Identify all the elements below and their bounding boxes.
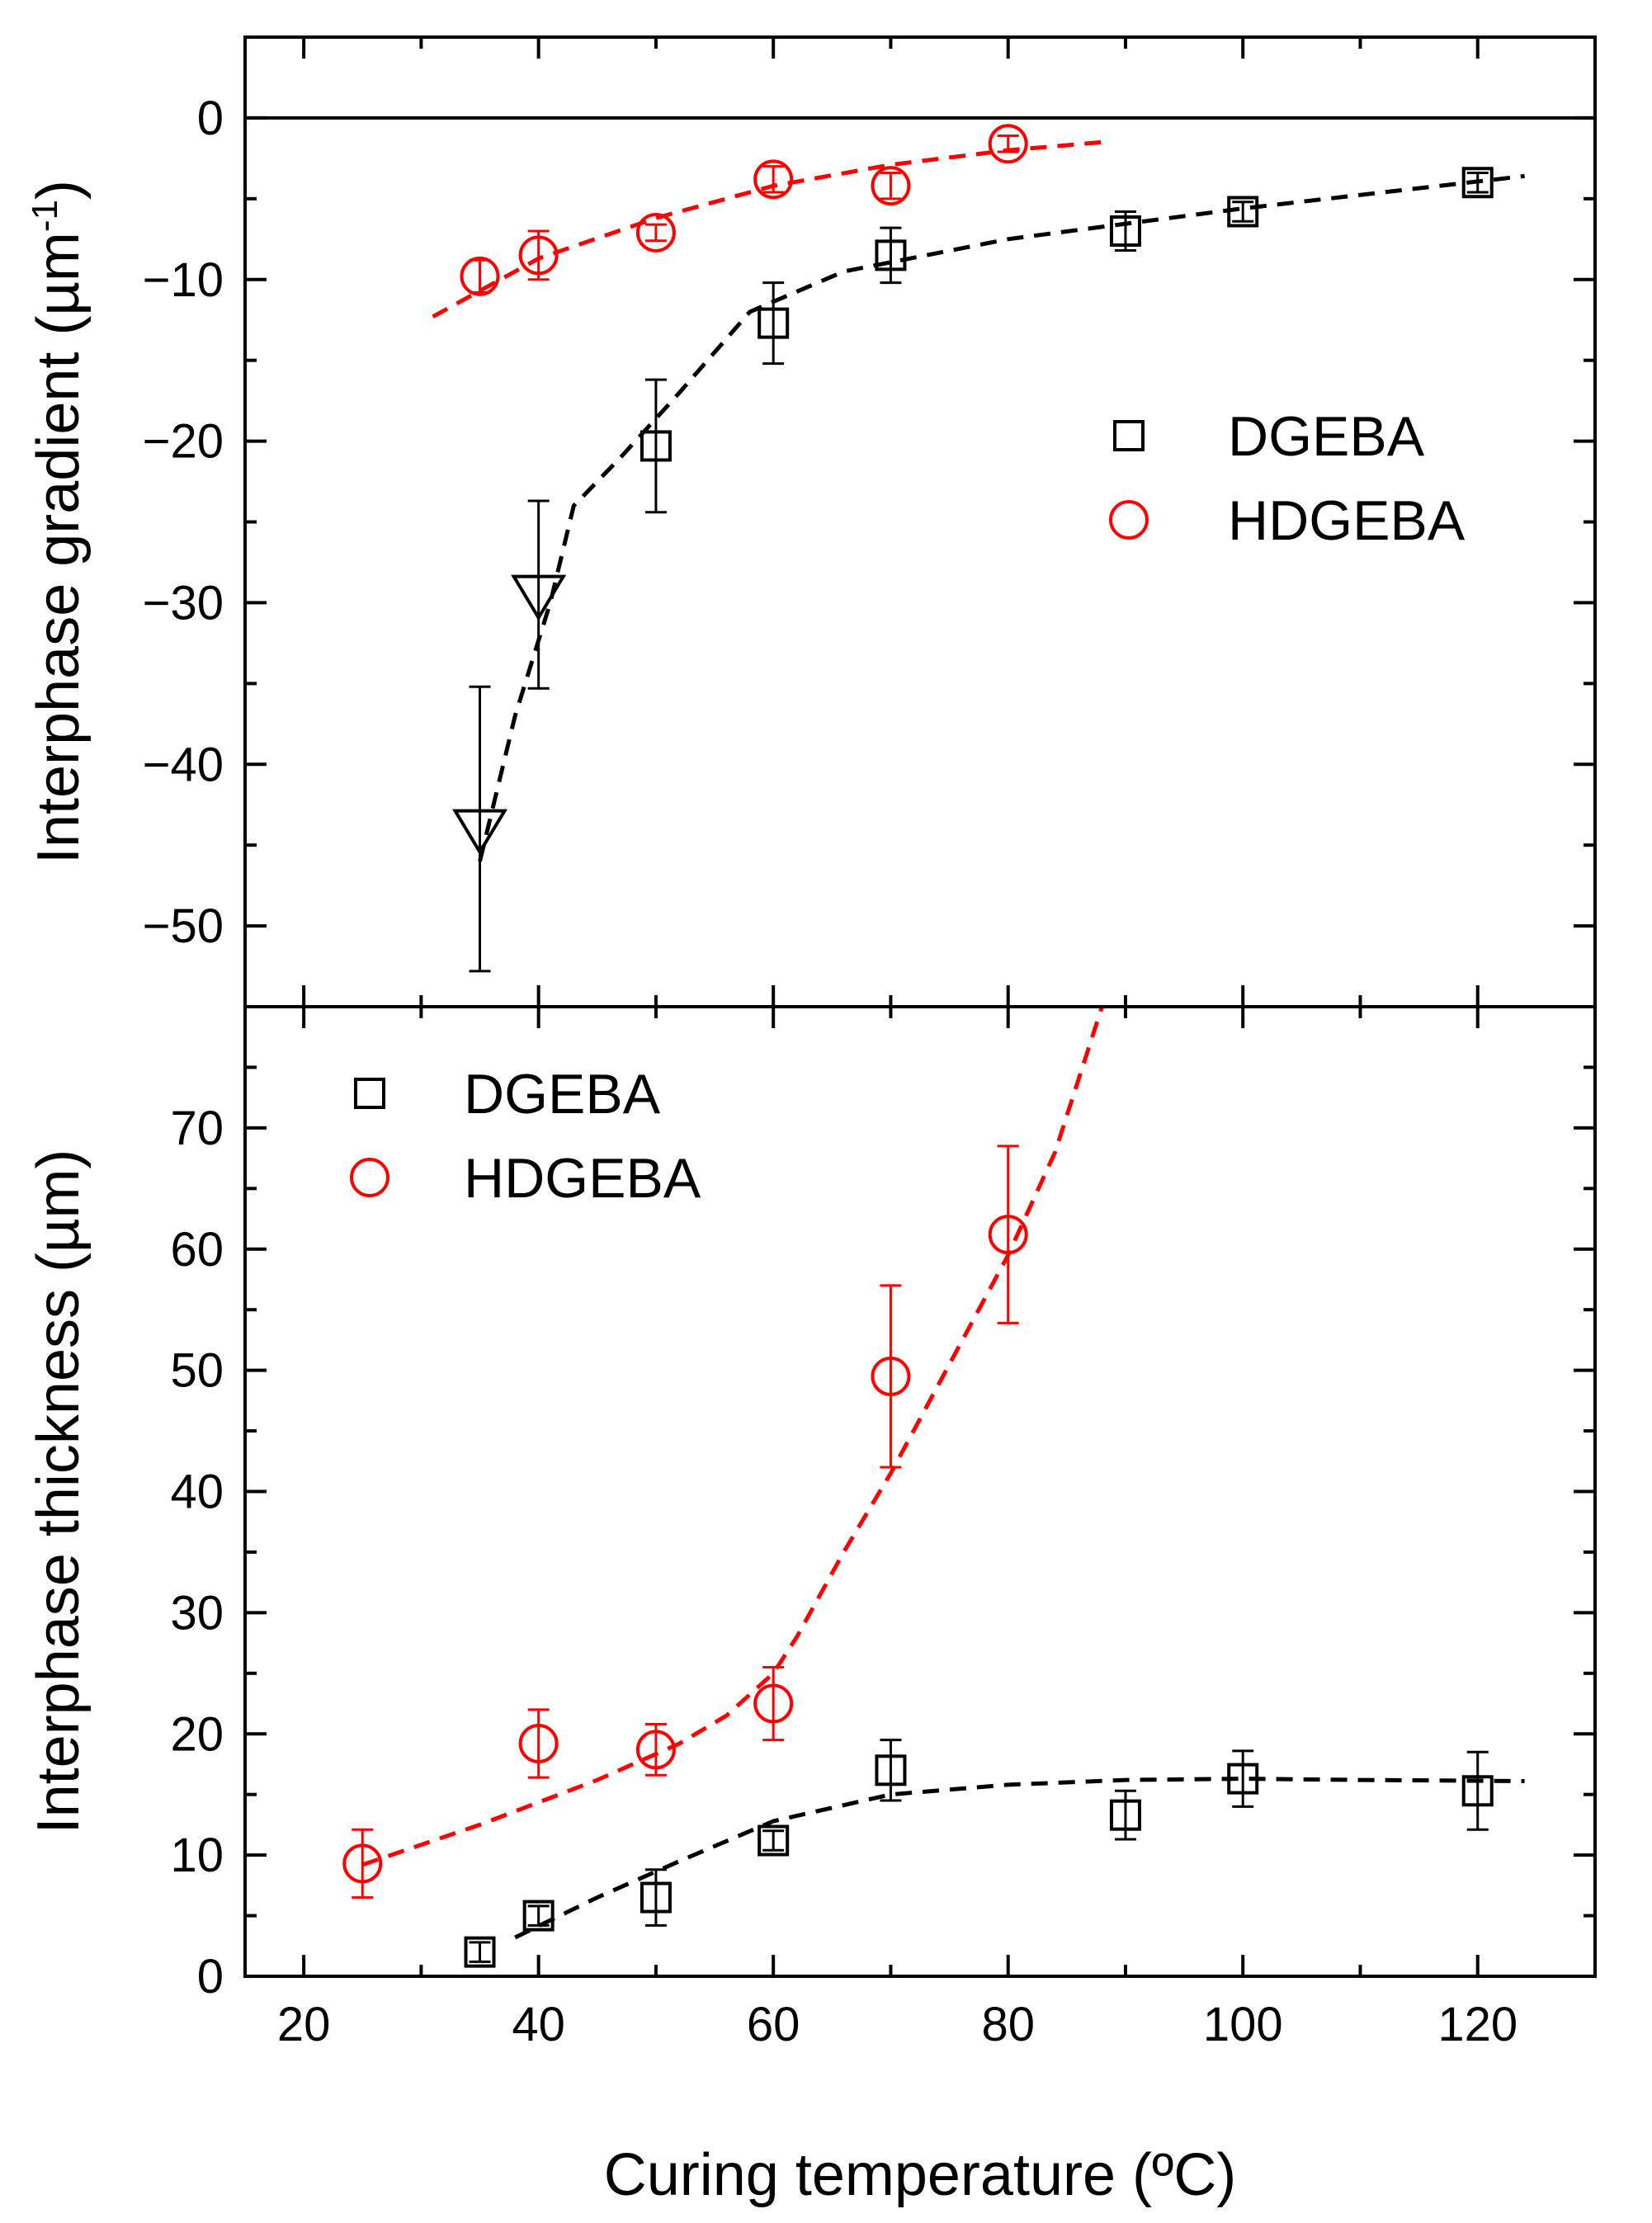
y-axis-title-top: Interphase gradient (µm-1) bbox=[25, 180, 92, 864]
data-point-circle bbox=[635, 212, 676, 253]
legend-marker-square bbox=[1113, 420, 1145, 451]
legends: DGEBA HDGEBA DGEBA HDGEBA bbox=[350, 405, 1466, 1210]
x-tick-label: 120 bbox=[1437, 1998, 1517, 2051]
data-point-circle bbox=[871, 1356, 911, 1396]
y-tick-label: 0 bbox=[197, 1950, 224, 2004]
y-tick-label: 50 bbox=[170, 1344, 224, 1398]
data-point-circle bbox=[342, 1843, 383, 1884]
error-bars bbox=[352, 134, 1489, 1963]
legend-label: DGEBA bbox=[464, 1063, 661, 1126]
x-tick-label: 20 bbox=[277, 1998, 331, 2051]
y-tick-label: −20 bbox=[143, 415, 224, 469]
data-point-triangle bbox=[511, 574, 567, 621]
data-point-square bbox=[1227, 196, 1259, 228]
legend-marker-square bbox=[354, 1078, 385, 1109]
y-tick-label: 0 bbox=[197, 92, 224, 145]
data-point-square bbox=[1109, 1799, 1141, 1831]
x-tick-label: 40 bbox=[512, 1998, 565, 2051]
y-tick-label: 40 bbox=[170, 1465, 224, 1519]
y-axis-title-close: ) bbox=[26, 180, 92, 200]
x-tick-label: 60 bbox=[747, 1998, 800, 2051]
legend-marker-circle bbox=[350, 1158, 389, 1197]
y-axis-title-text: Interphase thickness (µm) bbox=[26, 1149, 92, 1834]
y-tick-label: 30 bbox=[170, 1586, 224, 1640]
data-markers bbox=[342, 124, 1494, 1968]
data-point-square bbox=[1227, 1763, 1259, 1795]
data-point-square bbox=[875, 1754, 907, 1786]
legend-label: DGEBA bbox=[1228, 405, 1425, 468]
data-point-circle bbox=[988, 1215, 1028, 1255]
data-point-circle bbox=[753, 1683, 794, 1724]
data-point-circle bbox=[518, 235, 559, 276]
data-point-square bbox=[1109, 215, 1141, 247]
y-axis-title-text: Interphase gradient (µm bbox=[26, 232, 92, 864]
y-tick-label: −30 bbox=[143, 576, 224, 630]
data-point-circle bbox=[871, 166, 911, 206]
axis-labels: −50 −40 −30 −20 −10 0 Interphase gradient (µm-… bbox=[25, 92, 1517, 2208]
legend-marker-circle bbox=[1109, 500, 1149, 540]
data-point-circle bbox=[460, 256, 500, 296]
y-tick-label: −50 bbox=[143, 899, 224, 953]
data-point-square bbox=[522, 1900, 555, 1932]
data-point-square bbox=[640, 1881, 672, 1914]
y-tick-label: 70 bbox=[170, 1102, 224, 1155]
legend-label: HDGEBA bbox=[1228, 489, 1466, 552]
data-point-square bbox=[464, 1936, 496, 1968]
data-point-square bbox=[758, 1824, 790, 1857]
y-tick-label: −40 bbox=[143, 738, 224, 791]
axis-ticks bbox=[245, 35, 1595, 1978]
y-tick-label: 10 bbox=[170, 1829, 224, 1882]
y-tick-label: 60 bbox=[170, 1223, 224, 1277]
data-point-square bbox=[640, 430, 672, 462]
data-point-square bbox=[1461, 1775, 1494, 1807]
y-axis-title-superscript: -1 bbox=[25, 200, 65, 232]
data-point-square bbox=[758, 307, 790, 339]
y-tick-label: 20 bbox=[170, 1707, 224, 1761]
data-point-square bbox=[875, 239, 907, 271]
fit-curve-dgeba bbox=[514, 1777, 1525, 1940]
x-axis-title: Curing temperature (ºC) bbox=[604, 2142, 1237, 2208]
y-axis-title-bottom: Interphase thickness (µm) bbox=[26, 1149, 92, 1834]
data-point-triangle bbox=[451, 809, 508, 856]
x-tick-label: 100 bbox=[1203, 1998, 1283, 2051]
data-point-circle bbox=[753, 159, 794, 200]
data-point-circle bbox=[988, 124, 1028, 164]
data-point-circle bbox=[518, 1724, 559, 1763]
data-point-square bbox=[1461, 167, 1494, 199]
data-point-circle bbox=[635, 1730, 676, 1770]
legend-label: HDGEBA bbox=[464, 1147, 701, 1210]
x-tick-label: 80 bbox=[981, 1998, 1035, 2051]
y-tick-label: −10 bbox=[143, 253, 224, 307]
